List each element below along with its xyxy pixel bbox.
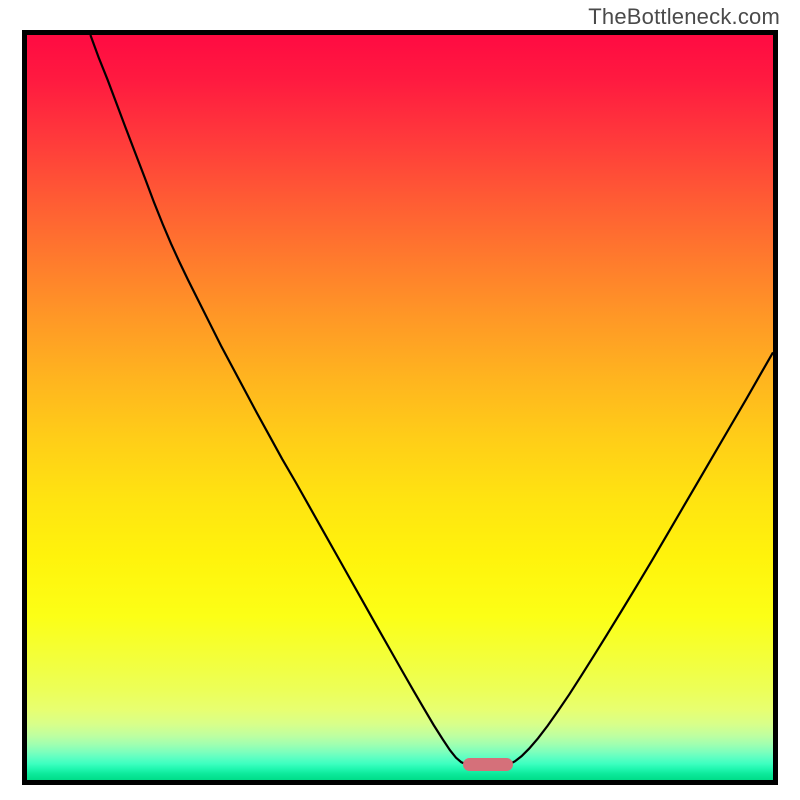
plot-area bbox=[27, 35, 773, 780]
curves-svg bbox=[27, 35, 773, 780]
curve-left bbox=[90, 35, 466, 764]
curve-right bbox=[509, 352, 773, 764]
chart-root: { "watermark": { "text": "TheBottleneck.… bbox=[0, 0, 800, 800]
chart-frame bbox=[22, 30, 778, 785]
watermark-text: TheBottleneck.com bbox=[588, 4, 780, 30]
valley-marker bbox=[463, 758, 514, 771]
